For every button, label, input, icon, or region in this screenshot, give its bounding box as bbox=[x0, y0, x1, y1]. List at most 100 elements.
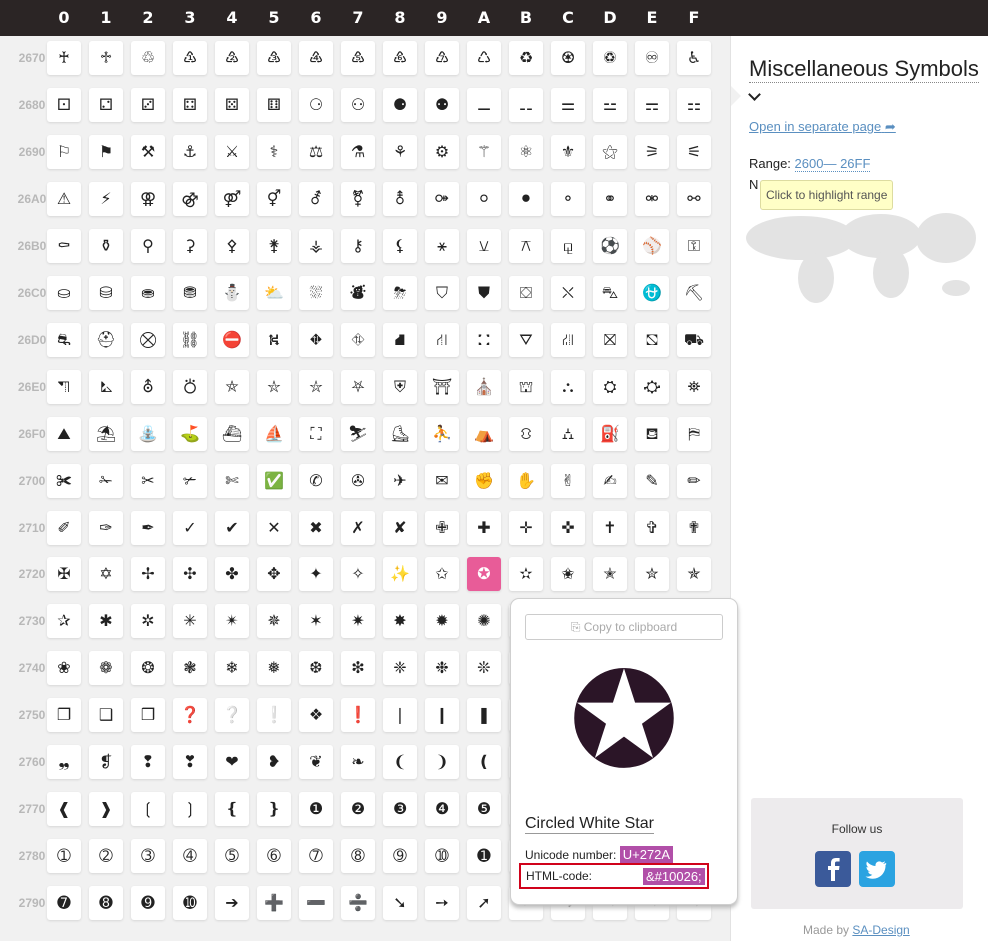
symbol-cell[interactable]: ❸ bbox=[383, 792, 417, 827]
symbol-cell[interactable]: ⛎ bbox=[635, 275, 669, 310]
symbol-cell[interactable]: ➕ bbox=[257, 886, 291, 921]
symbol-cell[interactable]: ➐ bbox=[47, 886, 81, 921]
symbol-cell[interactable]: ⚥ bbox=[257, 181, 291, 216]
symbol-cell[interactable]: ⚌ bbox=[551, 87, 585, 122]
symbol-cell[interactable]: ✄ bbox=[215, 463, 249, 498]
symbol-cell[interactable]: ❉ bbox=[425, 651, 459, 686]
symbol-cell[interactable]: ⛍ bbox=[593, 275, 627, 310]
symbol-cell[interactable]: ♺ bbox=[467, 41, 501, 75]
symbol-cell[interactable]: ⚹ bbox=[425, 228, 459, 263]
symbol-cell[interactable]: ✺ bbox=[467, 604, 501, 639]
symbol-cell[interactable]: ✸ bbox=[383, 604, 417, 639]
symbol-cell[interactable]: ✬ bbox=[551, 557, 585, 592]
symbol-cell[interactable]: ♸ bbox=[383, 41, 417, 75]
symbol-cell[interactable]: ⚓ bbox=[173, 134, 207, 169]
symbol-cell[interactable]: ❢ bbox=[131, 745, 165, 780]
symbol-cell[interactable]: ❑ bbox=[89, 698, 123, 733]
symbol-cell[interactable]: ⚙ bbox=[425, 134, 459, 169]
symbol-cell[interactable]: ✜ bbox=[551, 510, 585, 545]
symbol-cell[interactable]: ⚠ bbox=[47, 181, 81, 216]
symbol-cell[interactable]: ⚑ bbox=[89, 134, 123, 169]
symbol-cell[interactable]: ⚸ bbox=[383, 228, 417, 263]
symbol-cell[interactable]: ⛤ bbox=[215, 369, 249, 404]
symbol-cell[interactable]: ➄ bbox=[215, 839, 249, 874]
symbol-cell[interactable]: ⚍ bbox=[593, 87, 627, 122]
symbol-cell[interactable]: ✍ bbox=[593, 463, 627, 498]
symbol-cell[interactable]: ⛏ bbox=[677, 275, 711, 310]
symbol-cell[interactable]: ❖ bbox=[299, 698, 333, 733]
symbol-cell[interactable]: ⛐ bbox=[47, 322, 81, 357]
symbol-cell[interactable]: ❣ bbox=[173, 745, 207, 780]
symbol-cell[interactable]: ♴ bbox=[215, 41, 249, 75]
symbol-cell[interactable]: ⚿ bbox=[677, 228, 711, 263]
symbol-cell[interactable]: ✵ bbox=[257, 604, 291, 639]
symbol-cell[interactable]: ⚔ bbox=[215, 134, 249, 169]
symbol-cell[interactable]: ❔ bbox=[215, 698, 249, 733]
symbol-cell[interactable]: ✕ bbox=[257, 510, 291, 545]
symbol-cell[interactable]: ⛄ bbox=[215, 275, 249, 310]
symbol-cell[interactable]: ✔ bbox=[215, 510, 249, 545]
symbol-cell[interactable]: ❦ bbox=[299, 745, 333, 780]
symbol-cell[interactable]: ❵ bbox=[257, 792, 291, 827]
symbol-cell[interactable]: ➀ bbox=[47, 839, 81, 874]
symbol-cell[interactable]: ✰ bbox=[47, 604, 81, 639]
symbol-cell[interactable]: ⛉ bbox=[425, 275, 459, 310]
symbol-cell[interactable]: ⚲ bbox=[131, 228, 165, 263]
symbol-cell[interactable]: ❥ bbox=[257, 745, 291, 780]
symbol-cell[interactable]: ➔ bbox=[215, 886, 249, 921]
symbol-cell[interactable]: ✖ bbox=[299, 510, 333, 545]
symbol-cell[interactable]: ♵ bbox=[257, 41, 291, 75]
symbol-cell[interactable]: ➆ bbox=[299, 839, 333, 874]
symbol-cell[interactable]: ✛ bbox=[509, 510, 543, 545]
symbol-cell[interactable]: ✃ bbox=[173, 463, 207, 498]
symbol-cell[interactable]: ✝ bbox=[593, 510, 627, 545]
symbol-cell[interactable]: ⛦ bbox=[299, 369, 333, 404]
symbol-cell[interactable]: ✠ bbox=[47, 557, 81, 592]
symbol-cell[interactable]: ➂ bbox=[131, 839, 165, 874]
symbol-cell[interactable]: ✤ bbox=[215, 557, 249, 592]
symbol-cell[interactable]: ✮ bbox=[635, 557, 669, 592]
symbol-cell[interactable]: ⛆ bbox=[299, 275, 333, 310]
symbol-cell[interactable]: ✹ bbox=[425, 604, 459, 639]
symbol-cell[interactable]: ⛀ bbox=[47, 275, 81, 310]
symbol-cell[interactable]: ♹ bbox=[425, 41, 459, 75]
symbol-cell[interactable]: ⚏ bbox=[677, 87, 711, 122]
symbol-cell[interactable]: ⚎ bbox=[635, 87, 669, 122]
symbol-cell[interactable]: ⚰ bbox=[47, 228, 81, 263]
symbol-cell[interactable]: ⚶ bbox=[299, 228, 333, 263]
symbol-cell[interactable]: ⚫ bbox=[509, 181, 543, 216]
symbol-cell[interactable]: ⛸ bbox=[383, 416, 417, 451]
symbol-cell[interactable]: ⚕ bbox=[257, 134, 291, 169]
symbol-cell[interactable]: ➖ bbox=[299, 886, 333, 921]
symbol-cell[interactable]: ✒ bbox=[131, 510, 165, 545]
symbol-cell[interactable]: ⚇ bbox=[341, 87, 375, 122]
symbol-cell[interactable]: ♰ bbox=[47, 41, 81, 75]
symbol-cell[interactable]: ♳ bbox=[173, 41, 207, 75]
symbol-cell[interactable]: ⚜ bbox=[551, 134, 585, 169]
symbol-cell[interactable]: ⛝ bbox=[593, 322, 627, 357]
symbol-cell[interactable]: ✘ bbox=[383, 510, 417, 545]
symbol-cell[interactable]: ⛇ bbox=[341, 275, 375, 310]
symbol-cell[interactable]: ⚐ bbox=[47, 134, 81, 169]
open-link-text[interactable]: Open in separate page bbox=[749, 119, 882, 134]
symbol-cell[interactable]: ❤ bbox=[215, 745, 249, 780]
symbol-cell[interactable]: ➘ bbox=[383, 886, 417, 921]
symbol-cell[interactable]: ⚞ bbox=[635, 134, 669, 169]
symbol-cell[interactable]: ⛱ bbox=[89, 416, 123, 451]
symbol-cell[interactable]: ⛒ bbox=[131, 322, 165, 357]
symbol-cell[interactable]: ❊ bbox=[467, 651, 501, 686]
symbol-cell[interactable]: ⛙ bbox=[425, 322, 459, 357]
symbol-cell[interactable]: ⚵ bbox=[257, 228, 291, 263]
symbol-cell[interactable]: ⚉ bbox=[425, 87, 459, 122]
symbol-cell[interactable]: ⛃ bbox=[173, 275, 207, 310]
symbol-cell[interactable]: ✟ bbox=[677, 510, 711, 545]
symbol-cell[interactable]: ✲ bbox=[131, 604, 165, 639]
symbol-cell[interactable]: ⚊ bbox=[467, 87, 501, 122]
symbol-cell[interactable]: ⛣ bbox=[173, 369, 207, 404]
symbol-cell[interactable]: ❅ bbox=[257, 651, 291, 686]
symbol-cell[interactable]: ✅ bbox=[257, 463, 291, 498]
symbol-cell[interactable]: ✎ bbox=[635, 463, 669, 498]
symbol-cell[interactable]: ❗ bbox=[341, 698, 375, 733]
symbol-cell[interactable]: ✩ bbox=[425, 557, 459, 592]
symbol-cell[interactable]: ✗ bbox=[341, 510, 375, 545]
